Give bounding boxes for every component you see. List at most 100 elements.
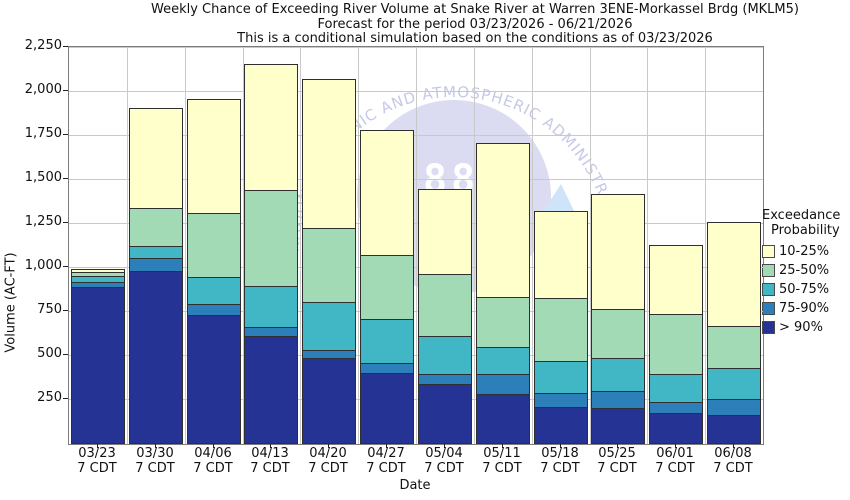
x-tick-date: 04/20 — [309, 446, 347, 461]
segment-50-75% — [71, 277, 124, 283]
segment-25-50% — [129, 209, 182, 247]
bar-column — [647, 47, 705, 444]
y-tick-mark — [63, 90, 68, 91]
segment-50-75% — [476, 348, 529, 375]
x-tick-time: 7 CDT — [424, 460, 464, 476]
x-tick-time: 7 CDT — [540, 460, 580, 476]
y-tick-mark — [63, 222, 68, 223]
stacked-bar-04-06 — [186, 99, 241, 444]
chart-title-line3: This is a conditional simulation based o… — [237, 31, 713, 46]
x-tick-date: 05/25 — [598, 446, 636, 461]
x-tick-mark — [270, 444, 271, 448]
v-gridline — [185, 47, 186, 444]
legend-item-label: > 90% — [779, 320, 823, 335]
segment-10-25% — [476, 144, 529, 298]
stacked-bar-03-30 — [128, 108, 183, 444]
y-tick-label: 1,750 — [24, 126, 62, 141]
y-tick-mark — [63, 310, 68, 311]
segment-> 90% — [708, 416, 761, 443]
segment-75-90% — [592, 392, 645, 409]
v-gridline — [358, 47, 359, 444]
x-tick-mark — [97, 444, 98, 448]
legend-item: 50-75% — [762, 280, 850, 299]
x-tick-mark — [560, 444, 561, 448]
segment-> 90% — [361, 374, 414, 443]
bar-column — [590, 47, 648, 444]
segment-50-75% — [534, 362, 587, 394]
legend-item: > 90% — [762, 318, 850, 337]
legend: Exceedance Probability 10-25% 25-50% 50-75… — [762, 208, 850, 337]
segment-50-75% — [245, 287, 298, 328]
bar-column — [127, 47, 185, 444]
legend-swatch — [762, 264, 775, 277]
bar-column — [358, 47, 416, 444]
segment-25-50% — [303, 229, 356, 303]
segment-10-25% — [534, 212, 587, 299]
stacked-bar-06-01 — [649, 245, 704, 444]
x-tick-label: 04/20 7 CDT — [298, 446, 358, 476]
x-tick-date: 03/23 — [78, 446, 116, 461]
y-tick-label: 1,250 — [24, 214, 62, 229]
y-tick-mark — [63, 354, 68, 355]
y-tick-label: 1,500 — [24, 170, 62, 185]
v-gridline — [705, 47, 706, 444]
segment-10-25% — [361, 131, 414, 256]
x-tick-time: 7 CDT — [135, 460, 175, 476]
segment-10-25% — [303, 80, 356, 229]
x-tick-mark — [675, 444, 676, 448]
segment-75-90% — [71, 283, 124, 288]
segment-75-90% — [476, 375, 529, 395]
segment-10-25% — [71, 270, 124, 273]
segment-> 90% — [187, 316, 240, 443]
x-tick-time: 7 CDT — [597, 460, 637, 476]
x-tick-label: 04/27 7 CDT — [356, 446, 416, 476]
chart-title-line1: Weekly Chance of Exceeding River Volume … — [151, 2, 799, 17]
y-tick-label: 750 — [37, 302, 62, 317]
segment-25-50% — [592, 310, 645, 359]
x-tick-mark — [213, 444, 214, 448]
gridlines — [69, 47, 763, 444]
x-tick-date: 06/08 — [714, 446, 752, 461]
segment-> 90% — [71, 288, 124, 443]
bar-column — [243, 47, 301, 444]
v-gridline — [647, 47, 648, 444]
bar-column — [300, 47, 358, 444]
x-tick-date: 05/11 — [483, 446, 521, 461]
x-tick-time: 7 CDT — [366, 460, 406, 476]
segment-10-25% — [650, 246, 703, 315]
v-gridline — [300, 47, 301, 444]
x-tick-label: 05/11 7 CDT — [472, 446, 532, 476]
segment-> 90% — [418, 385, 471, 443]
segment-75-90% — [303, 351, 356, 359]
bar-column — [416, 47, 474, 444]
y-tick-label: 500 — [37, 346, 62, 361]
bar-column — [474, 47, 532, 444]
y-tick-mark — [63, 398, 68, 399]
segment-50-75% — [650, 375, 703, 403]
x-tick-time: 7 CDT — [77, 460, 117, 476]
chart-title-line2: Forecast for the period 03/23/2026 - 06/… — [317, 16, 633, 32]
bar-column — [532, 47, 590, 444]
stacked-bar-06-08 — [707, 222, 762, 444]
x-tick-time: 7 CDT — [250, 460, 290, 476]
v-gridline — [416, 47, 417, 444]
x-tick-label: 05/25 7 CDT — [587, 446, 647, 476]
segment-75-90% — [187, 305, 240, 316]
stacked-bar-05-04 — [417, 189, 472, 444]
x-tick-mark — [328, 444, 329, 448]
segment-25-50% — [71, 273, 124, 277]
segment-> 90% — [476, 395, 529, 443]
segment-25-50% — [708, 327, 761, 369]
y-tick-label: 2,250 — [24, 38, 62, 53]
y-tick-label: 250 — [37, 390, 62, 405]
bar-column — [185, 47, 243, 444]
legend-swatch — [762, 245, 775, 258]
legend-swatch — [762, 283, 775, 296]
v-gridline — [532, 47, 533, 444]
plot-area: 88 NATIONAL OCEANIC AND ATMOSPHERIC ADMI… — [68, 46, 764, 445]
y-tick-label: 2,000 — [24, 82, 62, 97]
segment-75-90% — [245, 328, 298, 337]
x-tick-label: 03/30 7 CDT — [125, 446, 185, 476]
x-axis-title: Date — [399, 478, 431, 493]
